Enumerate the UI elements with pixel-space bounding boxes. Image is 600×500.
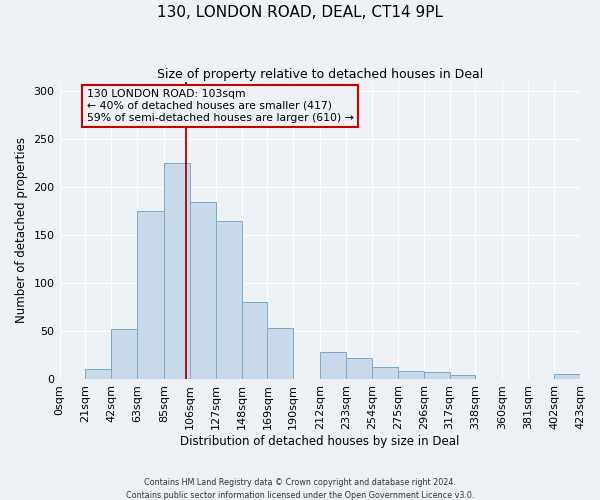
Bar <box>111 329 137 379</box>
Bar <box>190 202 216 379</box>
Bar <box>164 163 190 379</box>
Bar <box>268 328 293 379</box>
Bar <box>398 372 424 379</box>
X-axis label: Distribution of detached houses by size in Deal: Distribution of detached houses by size … <box>180 434 460 448</box>
Bar <box>372 366 398 379</box>
Bar <box>320 352 346 379</box>
Bar <box>346 358 372 379</box>
Bar <box>424 372 449 379</box>
Y-axis label: Number of detached properties: Number of detached properties <box>15 138 28 324</box>
Bar <box>216 221 242 379</box>
Text: Contains HM Land Registry data © Crown copyright and database right 2024.
Contai: Contains HM Land Registry data © Crown c… <box>126 478 474 500</box>
Text: 130 LONDON ROAD: 103sqm
← 40% of detached houses are smaller (417)
59% of semi-d: 130 LONDON ROAD: 103sqm ← 40% of detache… <box>86 90 353 122</box>
Bar <box>554 374 580 379</box>
Bar <box>449 375 475 379</box>
Bar <box>137 211 164 379</box>
Text: 130, LONDON ROAD, DEAL, CT14 9PL: 130, LONDON ROAD, DEAL, CT14 9PL <box>157 5 443 20</box>
Bar <box>85 370 111 379</box>
Title: Size of property relative to detached houses in Deal: Size of property relative to detached ho… <box>157 68 483 80</box>
Bar <box>242 302 268 379</box>
